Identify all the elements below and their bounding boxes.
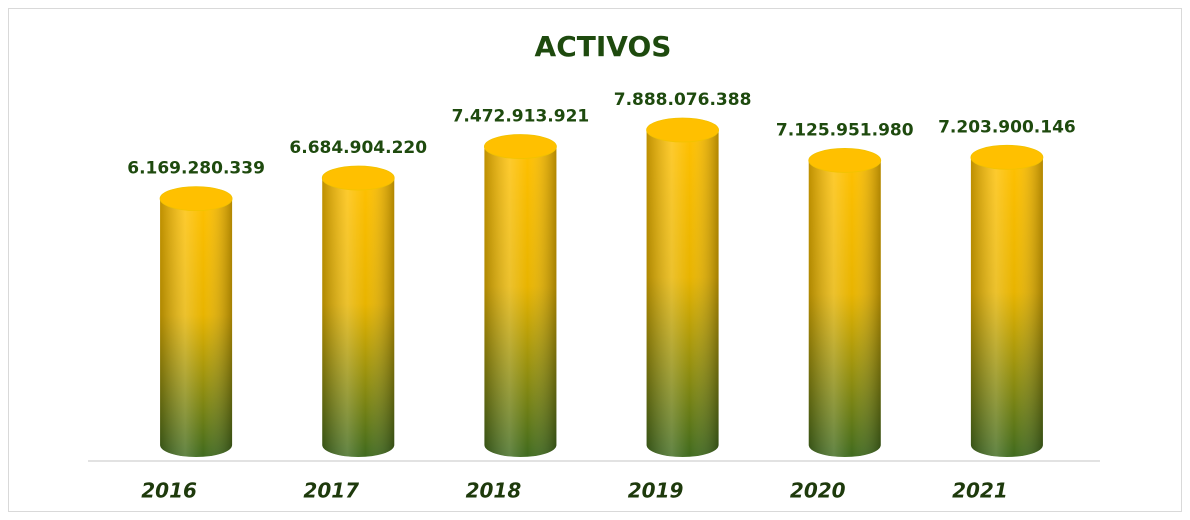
cylinder-shade: [808, 160, 881, 458]
x-tick-label: 2016: [141, 479, 197, 503]
cylinder-shade: [970, 157, 1043, 457]
x-tick-label: 2018: [466, 479, 522, 503]
cylinder: [159, 186, 233, 458]
cylinder-top: [484, 134, 557, 159]
cylinder-top: [808, 148, 882, 173]
cylinder: [484, 134, 557, 457]
cylinder-top: [321, 165, 395, 191]
cylinder-top: [970, 144, 1044, 170]
cylinder-shade: [484, 146, 557, 457]
value-label: 7.125.951.980: [776, 120, 914, 140]
x-tick-label: 2019: [628, 479, 684, 503]
cylinder-top: [159, 186, 233, 212]
value-label: 7.203.900.146: [938, 117, 1076, 137]
value-label: 6.169.280.339: [127, 159, 265, 179]
cylinder-shade: [160, 198, 233, 458]
value-label: 7.888.076.388: [614, 90, 752, 110]
cylinder: [970, 144, 1044, 457]
cylinder-shade: [646, 130, 719, 458]
cylinder-top: [646, 117, 719, 143]
cylinder: [646, 117, 719, 458]
cylinder: [808, 148, 882, 458]
cylinder: [321, 165, 395, 458]
x-tick-label: 2021: [952, 479, 1008, 503]
chart-title: ACTIVOS: [535, 30, 672, 63]
x-tick-label: 2020: [790, 479, 846, 503]
cylinder-shade: [322, 178, 395, 458]
value-label: 7.472.913.921: [452, 107, 590, 127]
x-tick-label: 2017: [303, 479, 359, 503]
value-label: 6.684.904.220: [289, 138, 427, 158]
